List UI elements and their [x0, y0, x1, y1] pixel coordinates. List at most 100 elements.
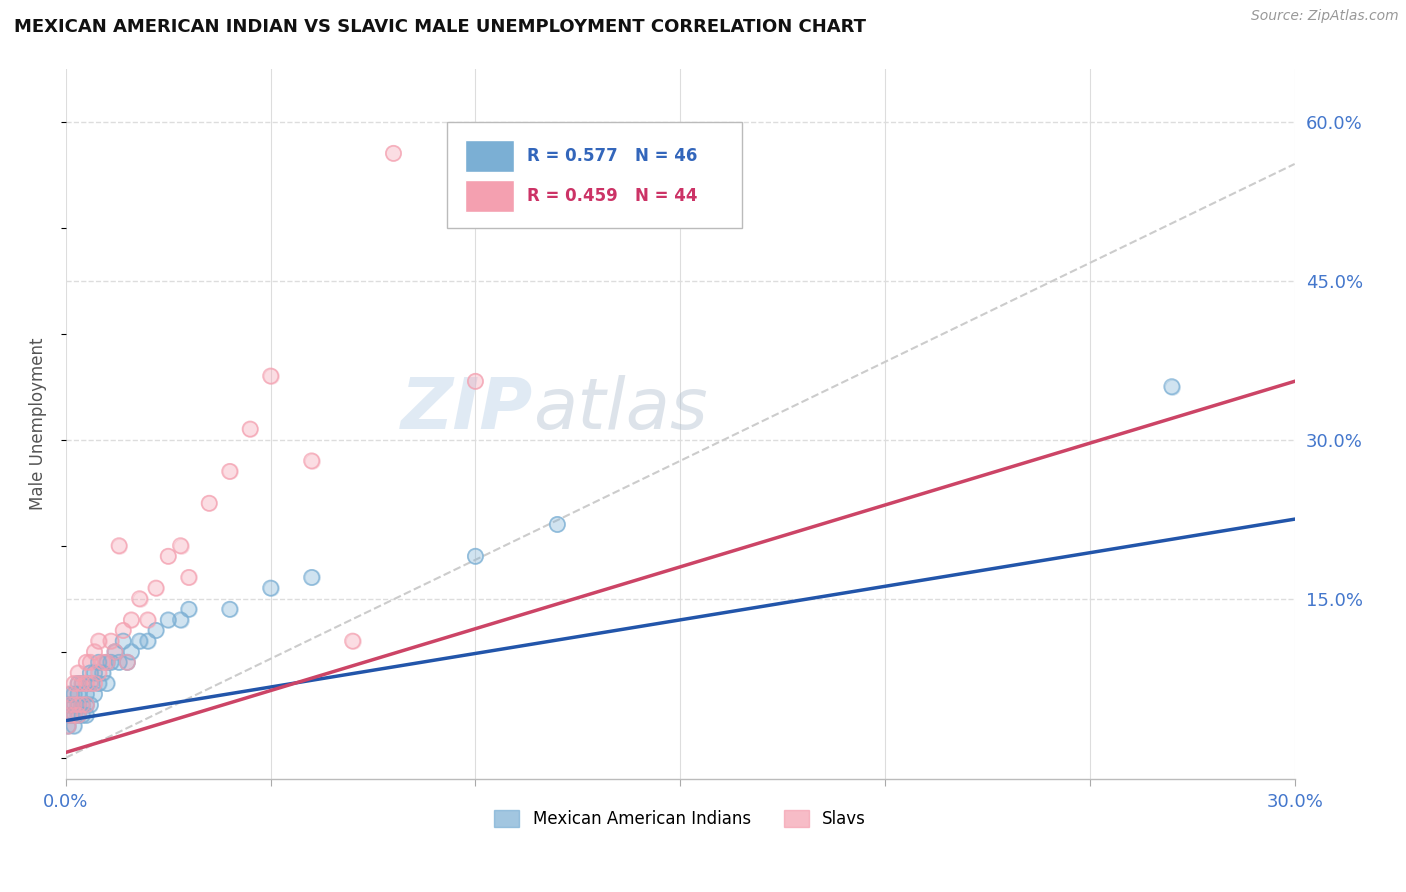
Point — [70, 676, 93, 690]
Point — [75, 698, 97, 712]
Point — [67, 698, 90, 712]
Point — [83, 676, 105, 690]
Point — [117, 655, 139, 669]
Text: MEXICAN AMERICAN INDIAN VS SLAVIC MALE UNEMPLOYMENT CORRELATION CHART: MEXICAN AMERICAN INDIAN VS SLAVIC MALE U… — [14, 18, 866, 36]
Point — [63, 698, 86, 712]
Point — [259, 369, 281, 384]
Point — [83, 665, 105, 680]
Point — [87, 634, 110, 648]
Point — [67, 698, 90, 712]
Point — [75, 698, 97, 712]
Point — [67, 708, 90, 723]
Point — [136, 613, 159, 627]
Point — [63, 719, 86, 733]
Point — [177, 602, 200, 616]
Point — [104, 645, 127, 659]
Point — [120, 645, 142, 659]
FancyBboxPatch shape — [447, 122, 742, 228]
Point — [464, 549, 486, 564]
Point — [63, 698, 86, 712]
Text: R = 0.459   N = 44: R = 0.459 N = 44 — [527, 187, 697, 205]
Point — [75, 698, 97, 712]
Point — [91, 655, 114, 669]
Point — [67, 708, 90, 723]
Point — [104, 645, 127, 659]
Point — [63, 698, 86, 712]
Point — [91, 655, 114, 669]
Point — [382, 146, 405, 161]
Point — [301, 454, 323, 468]
Point — [177, 570, 200, 584]
Point — [100, 634, 122, 648]
Point — [108, 539, 131, 553]
Point — [96, 655, 118, 669]
Point — [70, 676, 93, 690]
Point — [63, 708, 86, 723]
Point — [75, 676, 97, 690]
Point — [75, 676, 97, 690]
Point — [63, 687, 86, 701]
Point — [464, 549, 486, 564]
Point — [87, 655, 110, 669]
Point — [87, 676, 110, 690]
Point — [117, 655, 139, 669]
Point — [546, 517, 568, 532]
Point — [59, 708, 82, 723]
Point — [157, 549, 180, 564]
FancyBboxPatch shape — [465, 139, 515, 171]
Point — [79, 655, 101, 669]
Point — [70, 698, 93, 712]
Point — [83, 676, 105, 690]
Point — [120, 645, 142, 659]
Point — [59, 687, 82, 701]
Point — [67, 708, 90, 723]
Point — [91, 665, 114, 680]
Point — [120, 613, 142, 627]
Point — [59, 708, 82, 723]
Point — [79, 676, 101, 690]
Point — [1160, 379, 1182, 393]
Point — [79, 698, 101, 712]
Point — [145, 624, 167, 638]
Point — [75, 687, 97, 701]
Point — [67, 676, 90, 690]
Point — [382, 146, 405, 161]
Point — [79, 665, 101, 680]
Point — [259, 581, 281, 595]
Point — [75, 655, 97, 669]
Point — [301, 454, 323, 468]
Point — [67, 676, 90, 690]
Point — [67, 698, 90, 712]
Point — [120, 613, 142, 627]
Point — [169, 539, 191, 553]
Point — [128, 634, 150, 648]
Point — [169, 613, 191, 627]
Point — [100, 655, 122, 669]
Point — [546, 517, 568, 532]
Point — [87, 676, 110, 690]
Point — [136, 613, 159, 627]
Point — [63, 708, 86, 723]
Text: Source: ZipAtlas.com: Source: ZipAtlas.com — [1251, 9, 1399, 23]
Point — [104, 645, 127, 659]
Text: R = 0.577   N = 46: R = 0.577 N = 46 — [527, 147, 697, 165]
Point — [67, 676, 90, 690]
Point — [259, 369, 281, 384]
Point — [59, 698, 82, 712]
Point — [218, 465, 240, 479]
Point — [59, 687, 82, 701]
Point — [83, 645, 105, 659]
Point — [83, 645, 105, 659]
Point — [108, 655, 131, 669]
Point — [59, 698, 82, 712]
Point — [59, 708, 82, 723]
Point — [75, 698, 97, 712]
Point — [96, 676, 118, 690]
Point — [177, 570, 200, 584]
Point — [75, 655, 97, 669]
Point — [63, 708, 86, 723]
Point — [79, 655, 101, 669]
Point — [112, 634, 135, 648]
Point — [342, 634, 364, 648]
FancyBboxPatch shape — [465, 180, 515, 212]
